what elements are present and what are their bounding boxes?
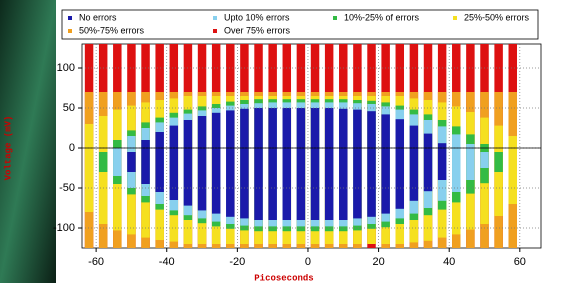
cell-bar <box>198 116 206 210</box>
cell-bar <box>268 108 276 220</box>
y-tick-label: -100 <box>53 222 75 234</box>
cell-bar <box>113 148 121 176</box>
x-tick-label: -20 <box>229 256 245 268</box>
cell-bar <box>480 152 488 168</box>
cell-bar <box>184 120 192 206</box>
cell-bar <box>494 152 502 172</box>
cell-bar <box>509 136 517 204</box>
y-axis-label: Voltage (mV) <box>3 116 13 181</box>
cell-bar <box>353 110 361 219</box>
cell-bar <box>410 126 418 201</box>
legend-swatch <box>68 29 72 33</box>
cell-bar <box>367 111 375 217</box>
cell-bar <box>283 108 291 220</box>
legend-swatch <box>213 29 217 33</box>
x-tick-label: 0 <box>305 256 311 268</box>
cell-bar <box>155 132 163 192</box>
legend-label: Over 75% errors <box>224 25 291 35</box>
legend-swatch <box>453 16 457 20</box>
y-tick-label: 50 <box>63 102 75 114</box>
cell-bar <box>466 144 474 180</box>
cell-bar <box>452 134 460 192</box>
cell-bar <box>240 109 248 219</box>
cell-bar <box>226 110 234 216</box>
cell-bar <box>141 140 149 184</box>
cell-bar <box>85 124 93 212</box>
cell-bar <box>339 109 347 220</box>
legend-label: No errors <box>79 12 117 22</box>
x-axis-label: Picoseconds <box>254 273 313 283</box>
cell-bar <box>297 108 305 220</box>
x-tick-label: 40 <box>443 256 455 268</box>
x-tick-label: 20 <box>372 256 384 268</box>
y-tick-label: -50 <box>59 182 75 194</box>
chart: Picoseconds Voltage (mV) -100 -50 0 50 100 -6… <box>0 0 564 283</box>
cell-bar <box>396 119 404 209</box>
y-tick-label: 0 <box>69 142 75 154</box>
x-tick-label: -40 <box>159 256 175 268</box>
x-tick-label: -60 <box>88 256 104 268</box>
legend-swatch <box>333 16 337 20</box>
y-tick-label: 100 <box>57 62 75 74</box>
legend-swatch <box>68 16 72 20</box>
cell-bar <box>424 134 432 192</box>
legend-swatch <box>213 16 217 20</box>
legend-label: 25%-50% errors <box>464 12 530 22</box>
cell-bar <box>438 143 446 180</box>
cell-bar <box>311 108 319 220</box>
cell-bar <box>381 114 389 213</box>
cell-bar <box>170 126 178 200</box>
cell-bar <box>254 108 262 220</box>
x-tick-label: 60 <box>514 256 526 268</box>
legend-label: 10%-25% of errors <box>344 12 420 22</box>
cell-bar <box>99 152 107 172</box>
cell-bar <box>127 152 135 172</box>
legend-label: Upto 10% errors <box>224 12 290 22</box>
cell-bar <box>212 113 220 214</box>
legend-label: 50%-75% errors <box>79 25 145 35</box>
cell-bar <box>325 108 333 220</box>
